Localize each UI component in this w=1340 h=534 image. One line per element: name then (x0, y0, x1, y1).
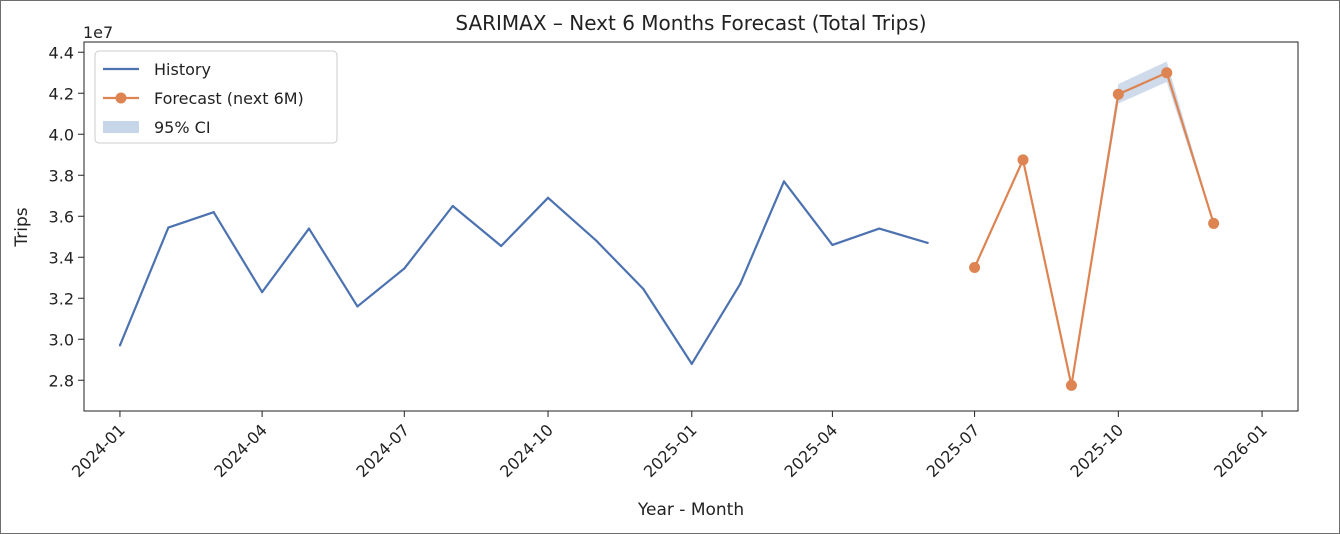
y-tick-label: 4.0 (49, 125, 74, 144)
legend-box (94, 50, 338, 144)
y-axis: 2.8 3.0 3.2 3.4 3.6 3.8 4.0 4.2 4.4 (49, 43, 84, 390)
history-point (356, 305, 359, 308)
y-tick-label: 3.6 (49, 207, 74, 226)
x-axis: 2024-01 2024-04 2024-07 2024-10 2025-01 2025-… (68, 411, 1271, 481)
y-tick-label: 4.4 (49, 43, 74, 62)
x-tick-label: 2024-01 (68, 420, 129, 481)
history-point (690, 362, 693, 365)
legend-label: 95% CI (154, 118, 211, 137)
chart-title: SARIMAX – Next 6 Months Forecast (Total … (455, 11, 926, 35)
history-point (118, 344, 122, 347)
history-point (642, 287, 645, 291)
forecast-point (1161, 67, 1173, 79)
y-tick-label: 3.0 (49, 330, 74, 349)
history-point (595, 239, 598, 242)
history-point (878, 227, 881, 230)
forecast-point (1112, 88, 1124, 100)
x-axis-label: Year - Month (637, 500, 744, 520)
y-axis-label: Trips (12, 207, 32, 247)
y-tick-label: 3.2 (49, 289, 74, 308)
x-tick-label: 2025-04 (781, 420, 842, 481)
series-layer (118, 67, 1220, 391)
x-tick-label: 2024-04 (210, 420, 271, 481)
history-point (307, 227, 311, 230)
history-point (167, 226, 170, 229)
legend-swatch-ci (103, 121, 139, 133)
legend-label: History (154, 60, 211, 79)
history-point (403, 267, 406, 270)
x-tick-label: 2025-10 (1066, 420, 1127, 481)
y-tick-label: 2.8 (49, 371, 74, 390)
plot-area (83, 41, 1299, 412)
history-line (118, 180, 929, 365)
forecast-line (973, 71, 1215, 387)
legend-label: Forecast (next 6M) (154, 89, 304, 108)
y-tick-label: 4.2 (49, 84, 74, 103)
x-tick-label: 2026-01 (1210, 420, 1271, 481)
legend-swatch-marker (115, 92, 127, 104)
y-offset-label: 1e7 (83, 23, 113, 42)
x-tick-label: 2024-07 (352, 420, 413, 481)
history-point (831, 243, 834, 247)
x-tick-label: 2025-01 (640, 420, 701, 481)
y-tick-label: 3.8 (49, 166, 74, 185)
history-point (451, 204, 454, 208)
history-point (739, 282, 742, 285)
history-point (546, 196, 550, 199)
x-tick-label: 2024-10 (496, 420, 557, 481)
history-point (926, 241, 929, 244)
forecast-point (1208, 217, 1220, 229)
history-point (212, 211, 215, 214)
forecast-point (1017, 154, 1029, 166)
forecast-point (1065, 379, 1077, 391)
y-tick-label: 3.4 (49, 248, 74, 267)
history-point (782, 180, 786, 183)
history-point (261, 291, 264, 294)
x-tick-label: 2025-07 (923, 420, 984, 481)
forecast-point (969, 262, 981, 273)
history-point (500, 244, 503, 248)
legend: History Forecast (next 6M) 95% CI (94, 50, 338, 144)
